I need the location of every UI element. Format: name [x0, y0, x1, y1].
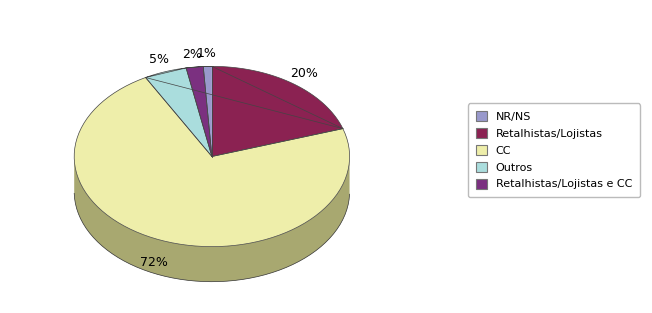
Polygon shape	[203, 66, 212, 156]
Polygon shape	[74, 78, 349, 247]
Legend: NR/NS, Retalhistas/Lojistas, CC, Outros, Retalhistas/Lojistas e CC: NR/NS, Retalhistas/Lojistas, CC, Outros,…	[468, 103, 640, 197]
Polygon shape	[186, 67, 212, 156]
Text: 72%: 72%	[140, 256, 168, 269]
Text: 1%: 1%	[197, 47, 217, 60]
Polygon shape	[74, 158, 349, 282]
Polygon shape	[212, 66, 343, 156]
Text: 5%: 5%	[149, 54, 169, 66]
Text: 20%: 20%	[290, 67, 318, 80]
Text: 2%: 2%	[183, 48, 202, 61]
Polygon shape	[145, 68, 212, 156]
